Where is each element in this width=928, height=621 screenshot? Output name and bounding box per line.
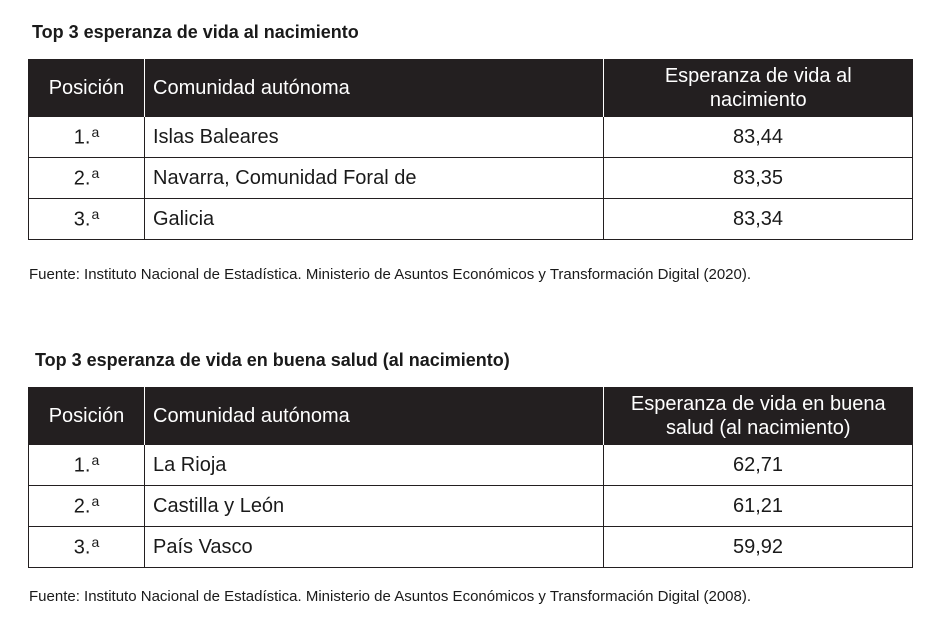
rank-cell: 2.a — [28, 157, 145, 199]
healthy-life-expectancy-table: Posición Comunidad autónoma Esperanza de… — [28, 387, 913, 568]
table-header-row: Posición Comunidad autónoma Esperanza de… — [28, 387, 913, 445]
header-value-line2: nacimiento — [709, 88, 807, 111]
ordinal-indicator: a — [91, 452, 100, 469]
rank-cell: 1.a — [28, 116, 145, 158]
value-cell: 59,92 — [603, 526, 913, 568]
table-row: 2.a Navarra, Comunidad Foral de 83,35 — [28, 157, 913, 199]
table-row: 1.a La Rioja 62,71 — [28, 444, 913, 486]
header-value-line1: Esperanza de vida al — [664, 64, 852, 87]
rank-cell: 3.a — [28, 198, 145, 240]
value-cell: 83,44 — [603, 116, 913, 158]
region-cell: Galicia — [144, 198, 604, 240]
table-row: 3.a País Vasco 59,92 — [28, 526, 913, 568]
table2-title: Top 3 esperanza de vida en buena salud (… — [35, 350, 510, 370]
rank-number: 3. — [73, 208, 91, 231]
ordinal-indicator: a — [91, 124, 100, 141]
region-cell: Islas Baleares — [144, 116, 604, 158]
value-cell: 83,34 — [603, 198, 913, 240]
header-position: Posición — [28, 59, 145, 117]
value-cell: 62,71 — [603, 444, 913, 486]
ordinal-indicator: a — [91, 165, 100, 182]
rank-cell: 1.a — [28, 444, 145, 486]
rank-number: 2. — [73, 167, 91, 190]
table-row: 3.a Galicia 83,34 — [28, 198, 913, 240]
region-cell: Navarra, Comunidad Foral de — [144, 157, 604, 199]
table1-source: Fuente: Instituto Nacional de Estadístic… — [29, 266, 752, 283]
header-region: Comunidad autónoma — [144, 59, 604, 117]
rank-number: 3. — [73, 536, 91, 559]
header-value: Esperanza de vida al nacimiento — [603, 59, 913, 117]
ordinal-indicator: a — [91, 493, 100, 510]
ordinal-indicator: a — [91, 206, 100, 223]
region-cell: País Vasco — [144, 526, 604, 568]
region-cell: La Rioja — [144, 444, 604, 486]
header-value-line1: Esperanza de vida en buena — [630, 392, 886, 415]
region-cell: Castilla y León — [144, 485, 604, 527]
table2-source: Fuente: Instituto Nacional de Estadístic… — [29, 588, 752, 605]
header-value-line2: salud (al nacimiento) — [665, 416, 851, 439]
rank-cell: 2.a — [28, 485, 145, 527]
table-row: 1.a Islas Baleares 83,44 — [28, 116, 913, 158]
value-cell: 61,21 — [603, 485, 913, 527]
ordinal-indicator: a — [91, 534, 100, 551]
table1-title: Top 3 esperanza de vida al nacimiento — [32, 22, 359, 42]
table-row: 2.a Castilla y León 61,21 — [28, 485, 913, 527]
rank-cell: 3.a — [28, 526, 145, 568]
table-header-row: Posición Comunidad autónoma Esperanza de… — [28, 59, 913, 117]
rank-number: 2. — [73, 495, 91, 518]
life-expectancy-table: Posición Comunidad autónoma Esperanza de… — [28, 59, 913, 240]
header-region: Comunidad autónoma — [144, 387, 604, 445]
header-value: Esperanza de vida en buena salud (al nac… — [603, 387, 913, 445]
header-position: Posición — [28, 387, 145, 445]
rank-number: 1. — [73, 126, 91, 149]
value-cell: 83,35 — [603, 157, 913, 199]
rank-number: 1. — [73, 454, 91, 477]
